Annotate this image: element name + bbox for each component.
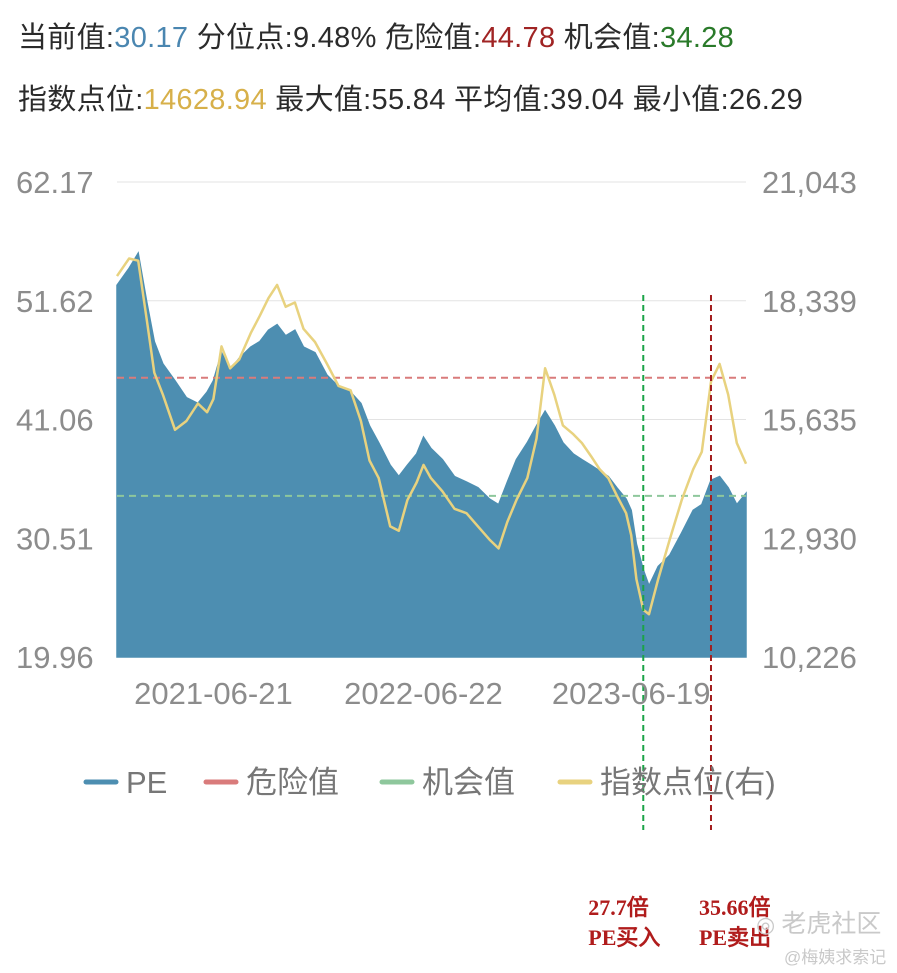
y-left-tick-3: 30.51 [16,521,94,556]
legend-label-1: 危险值 [246,765,339,800]
x-tick-0: 2021-06-21 [134,676,293,711]
stat-row1-item-2: 危险值:44.78 [385,22,564,54]
stat-row1-value-2: 44.78 [481,22,556,54]
stat-row1-value-0: 30.17 [114,22,189,54]
stat-row1-label-3: 机会值: [563,22,661,54]
y-right-tick-1: 18,339 [762,284,857,319]
y-right-tick-0: 21,043 [762,165,857,200]
legend-label-2: 机会值 [422,765,515,800]
stat-row1-item-1: 分位点:9.48% [197,22,385,54]
reference-lines [117,376,746,497]
y-left-tick-0: 62.17 [16,165,94,200]
stat-row2-label-1: 最大值: [275,84,372,116]
stat-row2-value-2: 39.04 [550,84,625,116]
stat-row2-value-3: 26.29 [728,84,804,116]
buy-pe-label: 27.7倍 [588,895,649,920]
tiger-logo-icon: ◎ [756,912,782,937]
stat-row2-item-0: 指数点位:14628.94 [18,84,275,116]
y-left-tick-2: 41.06 [16,403,94,438]
stat-row1-value-3: 34.28 [660,22,735,54]
y-left-tick-1: 51.62 [16,284,94,319]
legend-label-0: PE [126,765,167,800]
watermark-user: @梅姨求索记 [784,948,887,967]
stats-row-1: 当前值:30.17 分位点:9.48% 危险值:44.78 机会值:34.28 [18,14,734,56]
y-right-tick-3: 12,930 [762,521,857,556]
sell-annotation: 35.66倍 PE卖出 [699,893,771,953]
buy-annotation: 27.7倍 PE买入 [588,893,660,953]
y-left-tick-4: 19.96 [16,640,94,675]
sell-action-label: PE卖出 [698,925,772,950]
pe-area-series [116,251,747,658]
stat-row2-item-3: 最小值:26.29 [633,84,803,116]
stat-row1-label-1: 分位点: [196,22,293,54]
stat-row2-value-1: 55.84 [371,84,446,116]
pe-index-chart: 62.17 21,043 51.62 18,339 41.06 15,635 30.51 12… [16,165,857,830]
stat-row2-label-0: 指数点位: [18,84,144,116]
legend-label-3: 指数点位(右) [600,765,776,800]
x-tick-1: 2022-06-22 [344,676,503,711]
stat-row1-value-1: 9.48% [292,22,377,54]
buy-action-label: PE买入 [588,925,661,950]
stats-row-2: 指数点位:14628.94 最大值:55.84 平均值:39.04 最小值:26… [18,76,803,118]
index-line-series [115,257,748,616]
stat-row2-value-0: 14628.94 [143,84,267,116]
sell-pe-label: 35.66倍 [698,895,771,920]
stat-row2-label-2: 平均值: [453,84,551,116]
axis-labels: 62.17 21,043 51.62 18,339 41.06 15,635 30.51 12… [16,165,857,711]
stat-row1-label-2: 危险值: [385,22,482,54]
stat-row1-item-3: 机会值:34.28 [564,22,734,54]
watermark-logo-text: 老虎社区 [781,910,882,938]
stat-row1-item-0: 当前值:30.17 [18,22,197,54]
stat-row2-label-3: 最小值: [632,84,729,116]
x-tick-2: 2023-06-19 [552,676,711,711]
stat-row2-item-2: 平均值:39.04 [454,84,633,116]
index-line [115,257,748,616]
stat-row1-label-0: 当前值: [18,22,115,54]
stat-row2-item-1: 最大值:55.84 [275,84,454,116]
y-right-tick-2: 15,635 [762,403,857,438]
pe-area [116,251,747,658]
marker-lines [642,295,712,830]
watermark-logo: ◎ 老虎社区 [756,904,881,940]
y-right-tick-4: 10,226 [762,640,857,675]
legend: PE 危险值 机会值 指数点位(右) [83,765,776,800]
